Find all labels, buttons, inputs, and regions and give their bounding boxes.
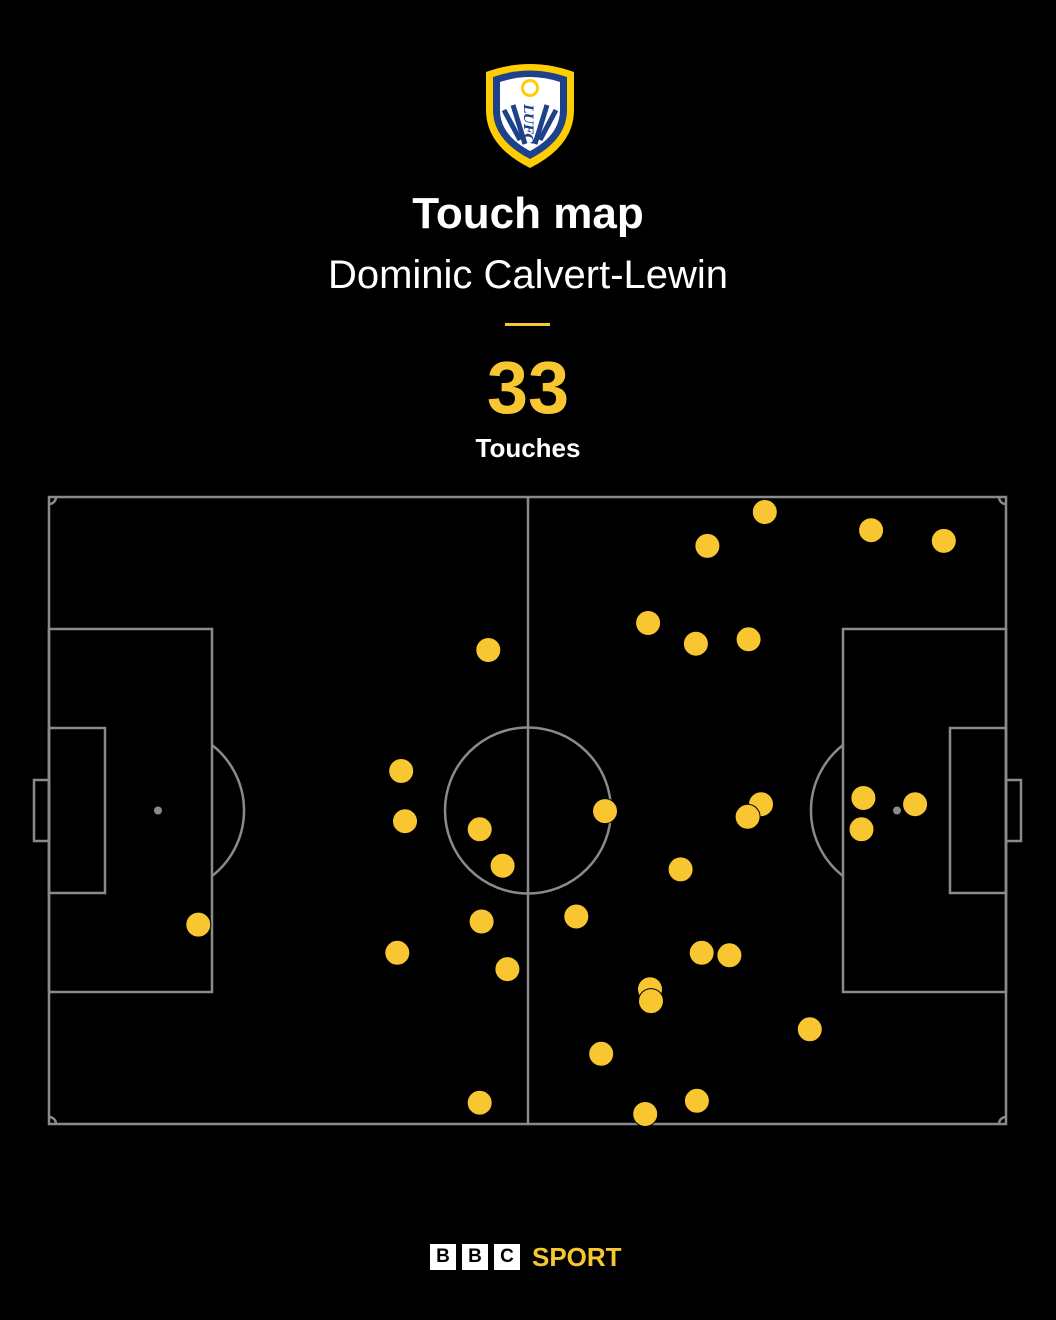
touch-point-31	[466, 1089, 493, 1116]
touch-point-7	[735, 626, 762, 653]
bbc-sport-logo: B B C SPORT	[430, 1243, 622, 1271]
touch-count: 33	[486, 346, 570, 429]
touch-point-2	[858, 517, 885, 544]
left-goal	[32, 778, 51, 843]
touch-point-19	[667, 856, 694, 883]
touch-point-6	[682, 630, 709, 657]
touch-point-25	[716, 942, 743, 969]
sport-label: SPORT	[532, 1242, 622, 1272]
touch-point-29	[796, 1016, 823, 1043]
right-penalty-spot	[893, 806, 901, 815]
crest-lettering: LUFC	[520, 103, 535, 144]
left-penalty-spot	[154, 806, 162, 815]
touch-point-28	[638, 988, 664, 1015]
touch-point-33	[632, 1101, 659, 1127]
football-pitch	[32, 495, 1023, 1127]
right-goal	[1004, 778, 1023, 843]
right-penalty-arc	[809, 744, 844, 877]
corner-arc-top-left	[48, 496, 58, 506]
left-penalty-area	[47, 627, 214, 994]
touch-point-5	[635, 610, 662, 636]
bbc-letter-b2: B	[462, 1244, 488, 1270]
touch-point-30	[588, 1040, 615, 1067]
touch-point-8	[475, 637, 502, 663]
bbc-letter-c: C	[494, 1244, 520, 1270]
touch-point-17	[848, 816, 875, 843]
right-six-yard-box	[948, 726, 1008, 895]
touch-point-10	[850, 785, 877, 811]
player-name: Dominic Calvert-Lewin	[327, 253, 729, 297]
left-six-yard-box	[47, 726, 107, 895]
touch-point-9	[388, 758, 415, 784]
bbc-letter-b1: B	[430, 1244, 456, 1270]
left-penalty-arc	[211, 744, 246, 877]
touch-point-16	[466, 816, 493, 843]
touch-point-18	[489, 852, 516, 879]
touch-point-15	[392, 808, 418, 835]
touch-point-24	[688, 939, 715, 966]
touch-point-1	[751, 499, 778, 525]
chart-title: Touch map	[412, 189, 644, 238]
touch-point-22	[468, 908, 495, 935]
touch-point-20	[563, 903, 590, 930]
corner-arc-top-right	[997, 496, 1007, 506]
touch-point-3	[930, 527, 957, 554]
divider	[505, 323, 550, 326]
touch-point-13	[592, 798, 618, 825]
touch-point-11	[902, 791, 929, 818]
touch-points	[185, 499, 957, 1127]
touch-point-21	[185, 911, 212, 938]
corner-arc-bottom-right	[997, 1115, 1007, 1125]
touch-count-label: Touches	[475, 433, 581, 463]
touch-point-26	[494, 956, 521, 983]
touch-point-14	[734, 803, 761, 830]
leeds-united-crest-logo: LUFC	[486, 64, 574, 168]
touch-point-4	[694, 532, 721, 559]
corner-arc-bottom-left	[48, 1115, 58, 1125]
touch-point-23	[384, 939, 411, 966]
touch-point-32	[683, 1087, 710, 1114]
pitch-lines	[32, 495, 1023, 1126]
